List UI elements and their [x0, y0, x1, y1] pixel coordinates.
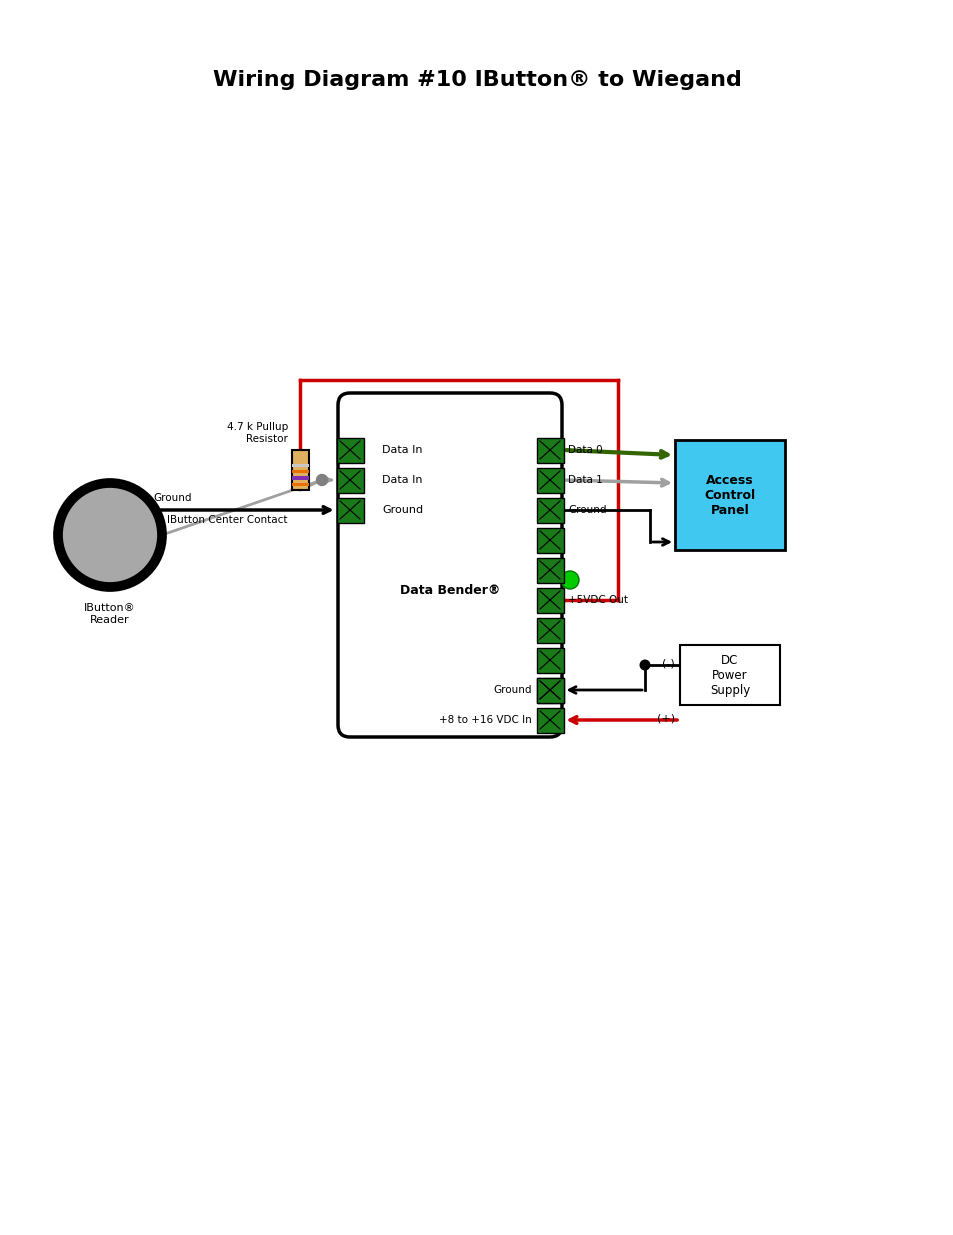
Text: IButton®
Reader: IButton® Reader — [84, 603, 135, 625]
Text: (+): (+) — [657, 713, 675, 722]
Text: Ground: Ground — [567, 505, 606, 515]
Text: Data Bender®: Data Bender® — [399, 583, 499, 597]
Bar — [536, 527, 563, 552]
Bar — [679, 645, 780, 705]
Bar — [336, 437, 363, 462]
Circle shape — [639, 659, 650, 671]
Bar — [536, 468, 563, 493]
FancyBboxPatch shape — [337, 393, 561, 737]
Text: Wiring Diagram #10 IButton® to Wiegand: Wiring Diagram #10 IButton® to Wiegand — [213, 70, 740, 90]
Text: Ground: Ground — [381, 505, 423, 515]
Bar — [536, 678, 563, 703]
Bar — [536, 498, 563, 522]
Text: IButton Center Contact: IButton Center Contact — [167, 515, 287, 525]
Bar — [292, 450, 308, 490]
Text: (-): (-) — [661, 658, 675, 668]
Text: Data 0: Data 0 — [567, 445, 602, 454]
Bar — [292, 471, 308, 473]
Text: +5VDC Out: +5VDC Out — [567, 595, 627, 605]
Bar — [536, 708, 563, 732]
Text: +8 to +16 VDC In: +8 to +16 VDC In — [438, 715, 532, 725]
Bar — [536, 588, 563, 613]
Circle shape — [58, 483, 162, 587]
Text: Ground: Ground — [493, 685, 532, 695]
Text: Data In: Data In — [381, 475, 422, 485]
Text: Ground: Ground — [152, 493, 192, 503]
Bar — [536, 557, 563, 583]
Bar — [536, 678, 563, 703]
Circle shape — [560, 571, 578, 589]
Circle shape — [316, 474, 327, 485]
Bar — [536, 647, 563, 673]
Bar — [292, 483, 308, 485]
Text: 4.7 k Pullup
Resistor: 4.7 k Pullup Resistor — [227, 422, 288, 445]
Bar — [675, 440, 784, 550]
Bar — [536, 618, 563, 642]
Text: Data In: Data In — [381, 445, 422, 454]
Bar — [536, 437, 563, 462]
Text: DC
Power
Supply: DC Power Supply — [709, 653, 749, 697]
Text: Access
Control
Panel: Access Control Panel — [703, 473, 755, 516]
Text: Data 1: Data 1 — [567, 475, 602, 485]
Bar — [292, 464, 308, 467]
Bar — [336, 498, 363, 522]
Bar — [292, 477, 308, 479]
Bar — [336, 468, 363, 493]
